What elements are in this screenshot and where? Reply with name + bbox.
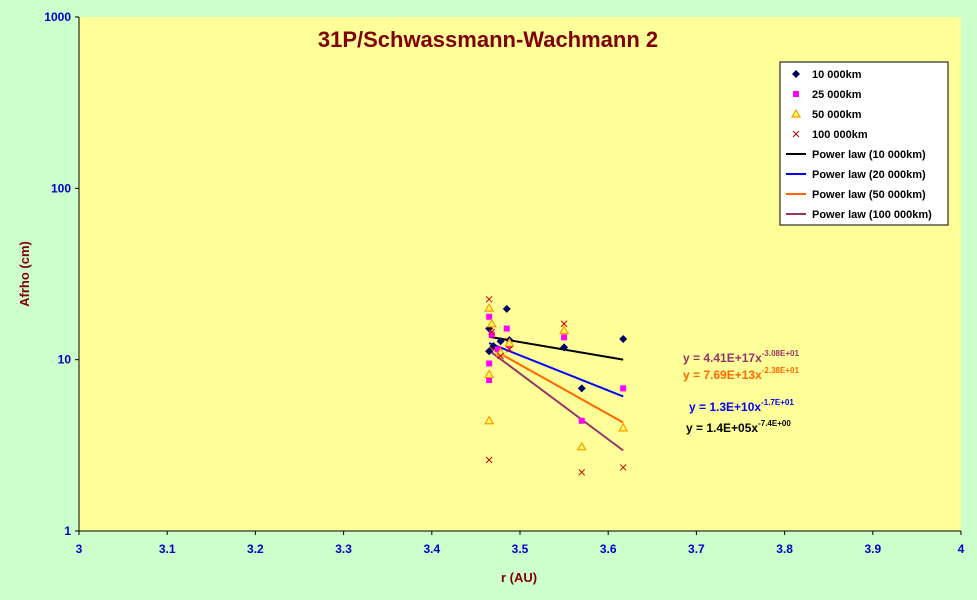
point-triangle — [576, 441, 587, 451]
point-x — [578, 468, 586, 476]
x-axis-title: r (AU) — [501, 570, 537, 585]
legend-marker — [792, 70, 800, 78]
point-square — [578, 417, 585, 424]
point-square — [486, 313, 493, 320]
trendline-equations: y = 4.41E+17x-3.08E+01y = 7.69E+13x-2.38… — [683, 349, 799, 435]
point-triangle — [559, 325, 570, 335]
legend-label: 25 000km — [812, 89, 862, 101]
point-square — [486, 360, 493, 367]
point-square — [488, 331, 495, 338]
x-tick-label: 4 — [958, 542, 965, 556]
x-tick-label: 3.3 — [335, 542, 352, 556]
point-diamond — [496, 337, 505, 346]
point-diamond — [502, 304, 511, 313]
point-triangle — [484, 415, 495, 425]
x-tick-label: 3.8 — [776, 542, 793, 556]
point-diamond — [485, 347, 494, 356]
point-triangle — [504, 337, 515, 347]
legend-label: 100 000km — [812, 129, 868, 141]
point-square — [561, 334, 568, 341]
trendline-equation: y = 1.4E+05x-7.4E+00 — [686, 419, 791, 435]
point-diamond — [619, 335, 628, 344]
legend-label: 10 000km — [812, 69, 862, 81]
point-x — [497, 352, 504, 360]
y-axis-title: Afrho (cm) — [17, 241, 32, 307]
y-tick-label: 1000 — [44, 10, 71, 24]
point-x — [485, 295, 493, 303]
x-tick-label: 3.7 — [688, 542, 705, 556]
trendline-equation: y = 7.69E+13x-2.38E+01 — [683, 366, 799, 382]
legend-marker — [792, 130, 800, 138]
legend-label: Power law (100 000km) — [812, 209, 932, 221]
point-diamond — [577, 384, 586, 393]
x-tick-label: 3.4 — [423, 542, 440, 556]
y-tick-label: 1 — [64, 524, 71, 538]
point-square — [620, 385, 627, 392]
x-tick-label: 3.1 — [159, 542, 176, 556]
point-square — [486, 377, 493, 384]
point-triangle — [618, 422, 629, 432]
legend-label: Power law (20 000km) — [812, 169, 926, 181]
legend-marker — [793, 91, 799, 97]
trendline-6 — [488, 346, 624, 424]
x-tick-label: 3 — [76, 542, 83, 556]
x-tick-label: 3.2 — [247, 542, 264, 556]
point-x — [488, 328, 496, 336]
point-triangle — [486, 318, 497, 328]
x-tick-label: 3.9 — [864, 542, 881, 556]
data-points — [484, 295, 629, 476]
axes — [75, 16, 962, 535]
legend: 10 000km 25 000km 50 000km 100 000km Power l… — [779, 61, 949, 226]
point-x — [560, 320, 568, 328]
point-x — [506, 345, 513, 353]
x-tick-label: 3.6 — [600, 542, 617, 556]
y-tick-label: 10 — [58, 353, 72, 367]
trendline-7 — [488, 349, 624, 452]
legend-marker — [790, 108, 802, 118]
tick-labels: 1 10 100 1000 3 3.1 3.2 3.3 3.4 3.5 3.6 3.7 3.8 3.9 4 — [44, 10, 964, 556]
legend-label: Power law (10 000km) — [812, 149, 926, 161]
trendline-equation: y = 1.3E+10x-1.7E+01 — [689, 398, 794, 414]
point-square — [494, 346, 501, 353]
y-tick-label: 100 — [51, 181, 71, 195]
point-x — [485, 456, 493, 464]
legend-label: 50 000km — [812, 109, 862, 121]
point-diamond — [560, 343, 569, 352]
x-tick-label: 3.5 — [512, 542, 529, 556]
chart-title: 31P/Schwassmann-Wachmann 2 — [318, 27, 658, 52]
point-triangle — [484, 302, 495, 312]
trendline-equation: y = 4.41E+17x-3.08E+01 — [683, 349, 799, 365]
point-square — [503, 325, 510, 332]
legend-label: Power law (50 000km) — [812, 189, 926, 201]
point-triangle — [484, 369, 495, 379]
point-x — [619, 464, 627, 471]
legend-box — [779, 61, 949, 226]
